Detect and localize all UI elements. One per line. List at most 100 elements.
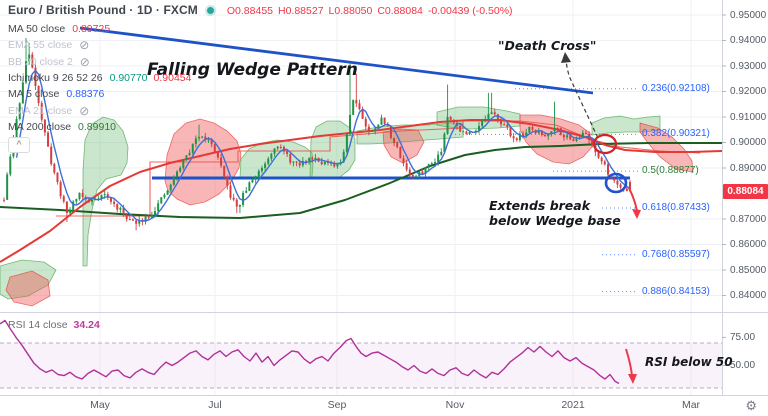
symbol-title[interactable]: Euro / British Pound · 1D · FXCM (8, 3, 198, 17)
rsi-band (0, 343, 722, 388)
candlestick (279, 146, 282, 148)
upper-trendline (79, 26, 594, 95)
rsi-below-50-annotation[interactable]: RSI below 50 (645, 355, 733, 369)
candlestick (292, 161, 295, 163)
candlestick (459, 125, 462, 132)
down-arrow-rsi-head (628, 374, 637, 384)
price-tick-label: 0.87000 (730, 213, 767, 225)
legend-item-label: BB 20 close 2 (8, 56, 73, 68)
candlestick (478, 126, 481, 131)
legend-item-ma-200-close[interactable]: MA 200 close 0.89910 (8, 120, 122, 135)
eye-off-icon[interactable]: ⊘ (79, 55, 90, 69)
candlestick (210, 139, 213, 145)
symbol-header[interactable]: Euro / British Pound · 1D · FXCM O0.88455… (8, 3, 518, 17)
candlestick (424, 167, 427, 174)
candlestick (367, 126, 370, 132)
candlestick (213, 144, 216, 152)
candlestick (566, 135, 569, 138)
candlestick (69, 210, 72, 214)
candlestick (603, 161, 606, 165)
candlestick (345, 133, 348, 152)
candlestick (493, 112, 496, 115)
time-axis[interactable]: ⚙ May Jul Sep Nov 2021 Mar (0, 396, 768, 416)
candlestick (185, 155, 188, 161)
candlestick (606, 164, 609, 175)
candlestick (374, 128, 377, 131)
candlestick (176, 171, 179, 177)
candlestick (304, 160, 307, 162)
fib-label: 0.236(0.92108) (642, 82, 710, 94)
candlestick (411, 175, 414, 177)
candlestick (78, 192, 81, 200)
candlestick (270, 153, 273, 159)
candlestick (525, 132, 528, 137)
ohlc-change: -0.00439 (-0.50%) (427, 5, 513, 17)
month-label: Sep (327, 399, 347, 411)
candlestick (229, 185, 232, 198)
ohlc-open: O0.88455 (226, 5, 273, 17)
rsi-label: RSI 14 close (8, 319, 68, 331)
legend-item-ma-5-close[interactable]: MA 5 close 0.88376 (8, 87, 110, 102)
candlestick (503, 124, 506, 126)
candlestick (544, 134, 547, 137)
candlestick (389, 126, 392, 138)
legend-item-label: EMA 21 close (8, 105, 73, 117)
price-axis[interactable]: 0.88084 0.95000 0.94000 0.93000 0.92000 0.91… (722, 0, 768, 396)
candlestick (87, 199, 90, 202)
candlestick (286, 151, 289, 155)
candlestick (75, 199, 78, 202)
candlestick (462, 131, 465, 133)
legend-item-ichimoku-9-26-52-26[interactable]: Ichimoku 9 26 52 26 0.90770 0.90454 (8, 71, 198, 86)
candlestick (415, 176, 418, 178)
candlestick (393, 137, 396, 143)
gear-icon[interactable]: ⚙ (745, 398, 757, 413)
rsi-tick-label: 75.00 (730, 331, 756, 343)
legend-item-ema-21-close[interactable]: EMA 21 close ⊘ (8, 104, 89, 119)
ichimoku-cloud-green (0, 259, 57, 300)
legend-item-ema-55-close[interactable]: EMA 55 close ⊘ (8, 38, 89, 53)
candlestick (383, 117, 386, 124)
month-label: 2021 (561, 399, 585, 411)
falling-wedge-annotation[interactable]: Falling Wedge Pattern (147, 60, 358, 80)
legend-item-label: MA 5 close (8, 88, 60, 100)
death-cross-arrowhead (561, 52, 571, 63)
candlestick (490, 112, 493, 115)
candlestick (619, 184, 622, 188)
candlestick (562, 134, 565, 138)
candlestick (613, 178, 616, 181)
eye-off-icon[interactable]: ⊘ (79, 38, 90, 52)
legend-item-ma-50-close[interactable]: MA 50 close 0.89725 (8, 22, 116, 37)
candlestick (144, 216, 147, 222)
candlestick (59, 182, 62, 197)
candlestick (468, 131, 471, 135)
candlestick (342, 151, 345, 162)
fib-label: 0.5(0.88877) (642, 165, 699, 177)
candlestick (421, 171, 424, 174)
candlestick (399, 147, 402, 159)
candlestick (629, 181, 631, 192)
eye-off-icon[interactable]: ⊘ (79, 104, 90, 118)
rsi-legend[interactable]: RSI 14 close 34.24 (8, 319, 100, 331)
legend-collapse-button[interactable]: ^ (8, 137, 30, 153)
candlestick (25, 61, 28, 83)
candlestick (194, 138, 197, 145)
death-cross-annotation[interactable]: "Death Cross" (498, 38, 597, 53)
fib-label: 0.618(0.87433) (642, 201, 710, 213)
candlestick (584, 132, 587, 134)
legend-item-label: EMA 55 close (8, 39, 73, 51)
candlestick (481, 120, 484, 127)
candlestick (169, 184, 172, 191)
candlestick (506, 124, 509, 128)
candlestick (9, 156, 12, 175)
candlestick (465, 131, 468, 135)
candlestick (380, 117, 383, 125)
extends-break-annotation[interactable]: Extends break below Wedge base (489, 198, 621, 229)
price-tick-label: 0.86000 (730, 239, 767, 250)
candlestick (147, 216, 150, 218)
candlestick (556, 127, 559, 129)
candlestick (131, 219, 134, 221)
candlestick (320, 161, 323, 165)
candlestick (449, 116, 452, 120)
legend-item-bb-20-close-2[interactable]: BB 20 close 2 ⊘ (8, 55, 90, 70)
